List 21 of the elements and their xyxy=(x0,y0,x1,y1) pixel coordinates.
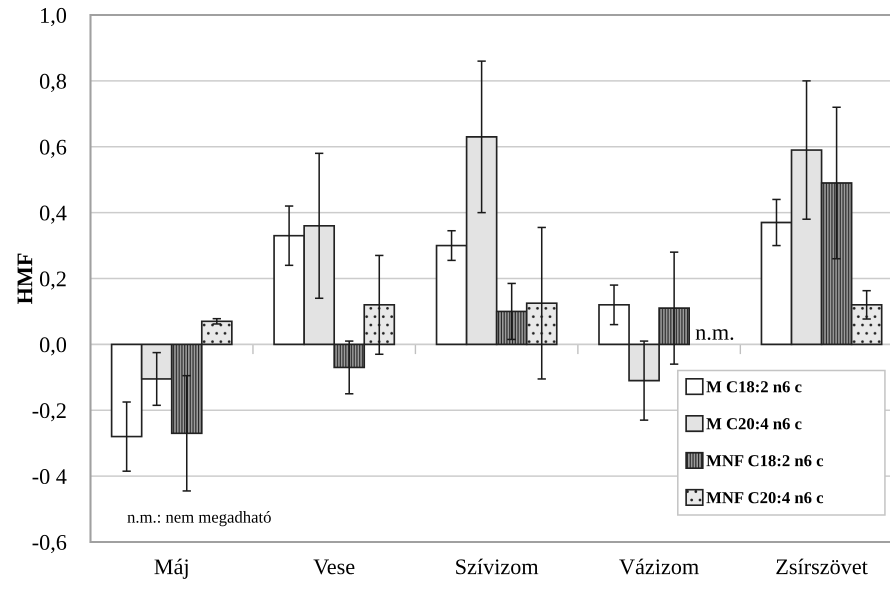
legend-label: M C18:2 n6 c xyxy=(706,381,802,392)
y-tick-label: 0,0 xyxy=(40,337,66,356)
y-tick-label: 0,6 xyxy=(40,140,66,158)
y-tick-label: 1,0 xyxy=(41,8,66,26)
y-tick-label: 0,4 xyxy=(40,206,67,224)
y-tick-label: 0,2 xyxy=(40,271,66,290)
x-tick-label: Máj xyxy=(154,558,188,579)
x-tick-label: Zsírszövet xyxy=(776,558,868,574)
y-tick-label: -0,2 xyxy=(32,403,66,422)
legend-label: MNF C18:2 n6 c xyxy=(706,455,824,466)
x-tick-label: Vázizom xyxy=(619,558,699,574)
y-tick-label: -0,6 xyxy=(32,534,66,554)
y-tick-label: 0,8 xyxy=(40,74,66,92)
x-tick-label: Vese xyxy=(313,560,354,574)
y-tick-label: -0 4 xyxy=(32,469,67,484)
legend-label: M C20:4 n6 c xyxy=(706,418,802,430)
legend-label: MNF C20:4 n6 c xyxy=(706,492,824,504)
annotation: n.m. xyxy=(696,329,734,340)
annotation: n.m.: nem megadható xyxy=(127,511,271,526)
y-axis-title: HMF xyxy=(18,254,32,304)
x-tick-label: Szívizom xyxy=(456,558,538,574)
